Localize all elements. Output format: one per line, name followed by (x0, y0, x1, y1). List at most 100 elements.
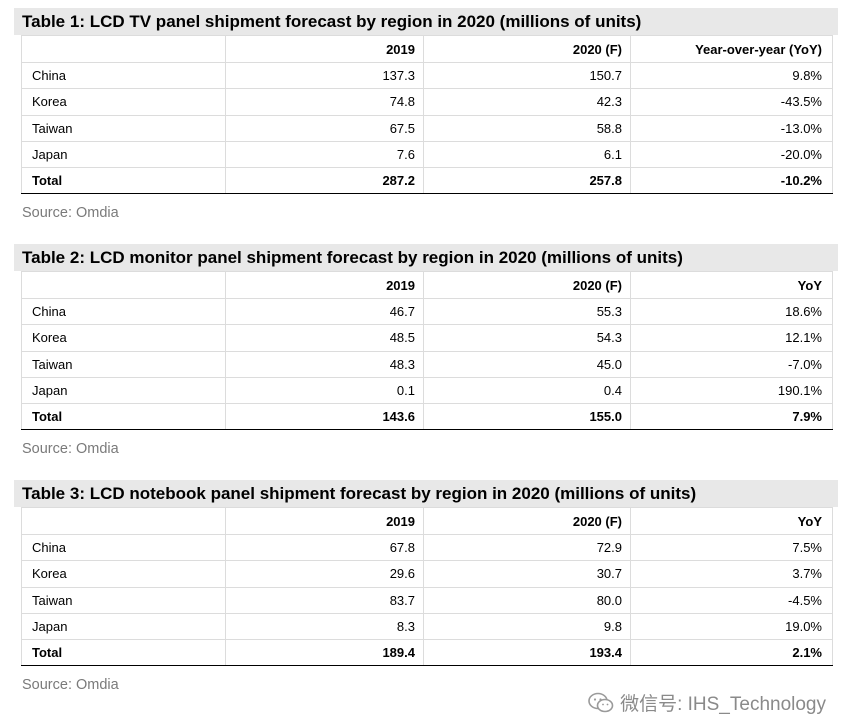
header-cell (21, 271, 226, 299)
value-cell: 6.1 (423, 141, 631, 169)
region-cell: China (21, 534, 226, 562)
wechat-icon (588, 692, 614, 714)
value-cell: 42.3 (423, 88, 631, 116)
table-header-row: 2019 2020 (F) YoY (21, 507, 833, 535)
region-cell: Taiwan (21, 351, 226, 378)
header-cell: YoY (630, 507, 833, 535)
header-cell (21, 507, 226, 535)
total-value: 287.2 (225, 167, 424, 195)
source-note: Source: Omdia (22, 677, 119, 694)
total-label: Total (21, 167, 226, 195)
source-note: Source: Omdia (22, 205, 119, 222)
value-cell: 54.3 (423, 324, 631, 352)
total-value: 143.6 (225, 403, 424, 431)
table-row: Korea 74.8 42.3 -43.5% (21, 88, 833, 116)
watermark: 微信号: IHS_Technology (588, 689, 826, 716)
value-cell: 46.7 (225, 298, 424, 326)
region-cell: Japan (21, 141, 226, 169)
value-cell: 58.8 (423, 115, 631, 142)
table-block-tv: Table 1: LCD TV panel shipment forecast … (14, 8, 838, 221)
table-row: China 137.3 150.7 9.8% (21, 62, 833, 90)
table-header-row: 2019 2020 (F) Year-over-year (YoY) (21, 35, 833, 63)
table-row: Taiwan 48.3 45.0 -7.0% (21, 351, 833, 378)
yoy-cell: 18.6% (630, 298, 833, 326)
value-cell: 74.8 (225, 88, 424, 116)
header-cell: 2019 (225, 271, 424, 299)
value-cell: 48.3 (225, 351, 424, 378)
header-cell (21, 35, 226, 63)
table-block-monitor: Table 2: LCD monitor panel shipment fore… (14, 244, 838, 457)
header-cell: 2019 (225, 35, 424, 63)
value-cell: 80.0 (423, 587, 631, 614)
yoy-cell: -43.5% (630, 88, 833, 116)
table-row: Japan 7.6 6.1 -20.0% (21, 141, 833, 169)
table-row: Taiwan 83.7 80.0 -4.5% (21, 587, 833, 614)
yoy-cell: 190.1% (630, 377, 833, 405)
total-yoy: -10.2% (630, 167, 833, 195)
region-cell: Taiwan (21, 115, 226, 142)
region-cell: Taiwan (21, 587, 226, 614)
value-cell: 67.8 (225, 534, 424, 562)
value-cell: 137.3 (225, 62, 424, 90)
region-cell: Korea (21, 560, 226, 588)
value-cell: 67.5 (225, 115, 424, 142)
total-value: 189.4 (225, 639, 424, 667)
yoy-cell: 7.5% (630, 534, 833, 562)
table-title: Table 3: LCD notebook panel shipment for… (14, 480, 838, 507)
header-cell: YoY (630, 271, 833, 299)
yoy-cell: -4.5% (630, 587, 833, 614)
data-table: 2019 2020 (F) Year-over-year (YoY) China… (21, 35, 833, 195)
yoy-cell: 12.1% (630, 324, 833, 352)
table-row: China 46.7 55.3 18.6% (21, 298, 833, 326)
total-yoy: 2.1% (630, 639, 833, 667)
data-table: 2019 2020 (F) YoY China 67.8 72.9 7.5% K… (21, 507, 833, 667)
source-note: Source: Omdia (22, 441, 119, 458)
region-cell: China (21, 298, 226, 326)
yoy-cell: 3.7% (630, 560, 833, 588)
total-yoy: 7.9% (630, 403, 833, 431)
total-label: Total (21, 403, 226, 431)
value-cell: 150.7 (423, 62, 631, 90)
region-cell: Japan (21, 613, 226, 641)
value-cell: 55.3 (423, 298, 631, 326)
total-row: Total 287.2 257.8 -10.2% (21, 167, 833, 195)
header-cell: 2020 (F) (423, 271, 631, 299)
value-cell: 29.6 (225, 560, 424, 588)
total-row: Total 143.6 155.0 7.9% (21, 403, 833, 431)
yoy-cell: -20.0% (630, 141, 833, 169)
value-cell: 45.0 (423, 351, 631, 378)
value-cell: 0.4 (423, 377, 631, 405)
region-cell: Japan (21, 377, 226, 405)
region-cell: Korea (21, 88, 226, 116)
value-cell: 72.9 (423, 534, 631, 562)
table-block-notebook: Table 3: LCD notebook panel shipment for… (14, 480, 838, 693)
value-cell: 0.1 (225, 377, 424, 405)
total-value: 257.8 (423, 167, 631, 195)
table-row: Korea 48.5 54.3 12.1% (21, 324, 833, 352)
yoy-cell: -7.0% (630, 351, 833, 378)
watermark-text: 微信号: IHS_Technology (620, 694, 826, 715)
table-title: Table 1: LCD TV panel shipment forecast … (14, 8, 838, 35)
table-title: Table 2: LCD monitor panel shipment fore… (14, 244, 838, 271)
header-cell: 2020 (F) (423, 507, 631, 535)
value-cell: 9.8 (423, 613, 631, 641)
data-table: 2019 2020 (F) YoY China 46.7 55.3 18.6% … (21, 271, 833, 431)
table-row: Taiwan 67.5 58.8 -13.0% (21, 115, 833, 142)
table-row: China 67.8 72.9 7.5% (21, 534, 833, 562)
total-row: Total 189.4 193.4 2.1% (21, 639, 833, 667)
value-cell: 7.6 (225, 141, 424, 169)
header-cell: Year-over-year (YoY) (630, 35, 833, 63)
value-cell: 83.7 (225, 587, 424, 614)
yoy-cell: -13.0% (630, 115, 833, 142)
table-row: Japan 8.3 9.8 19.0% (21, 613, 833, 641)
value-cell: 30.7 (423, 560, 631, 588)
header-cell: 2020 (F) (423, 35, 631, 63)
table-row: Japan 0.1 0.4 190.1% (21, 377, 833, 405)
value-cell: 8.3 (225, 613, 424, 641)
region-cell: China (21, 62, 226, 90)
table-header-row: 2019 2020 (F) YoY (21, 271, 833, 299)
region-cell: Korea (21, 324, 226, 352)
total-value: 193.4 (423, 639, 631, 667)
header-cell: 2019 (225, 507, 424, 535)
value-cell: 48.5 (225, 324, 424, 352)
